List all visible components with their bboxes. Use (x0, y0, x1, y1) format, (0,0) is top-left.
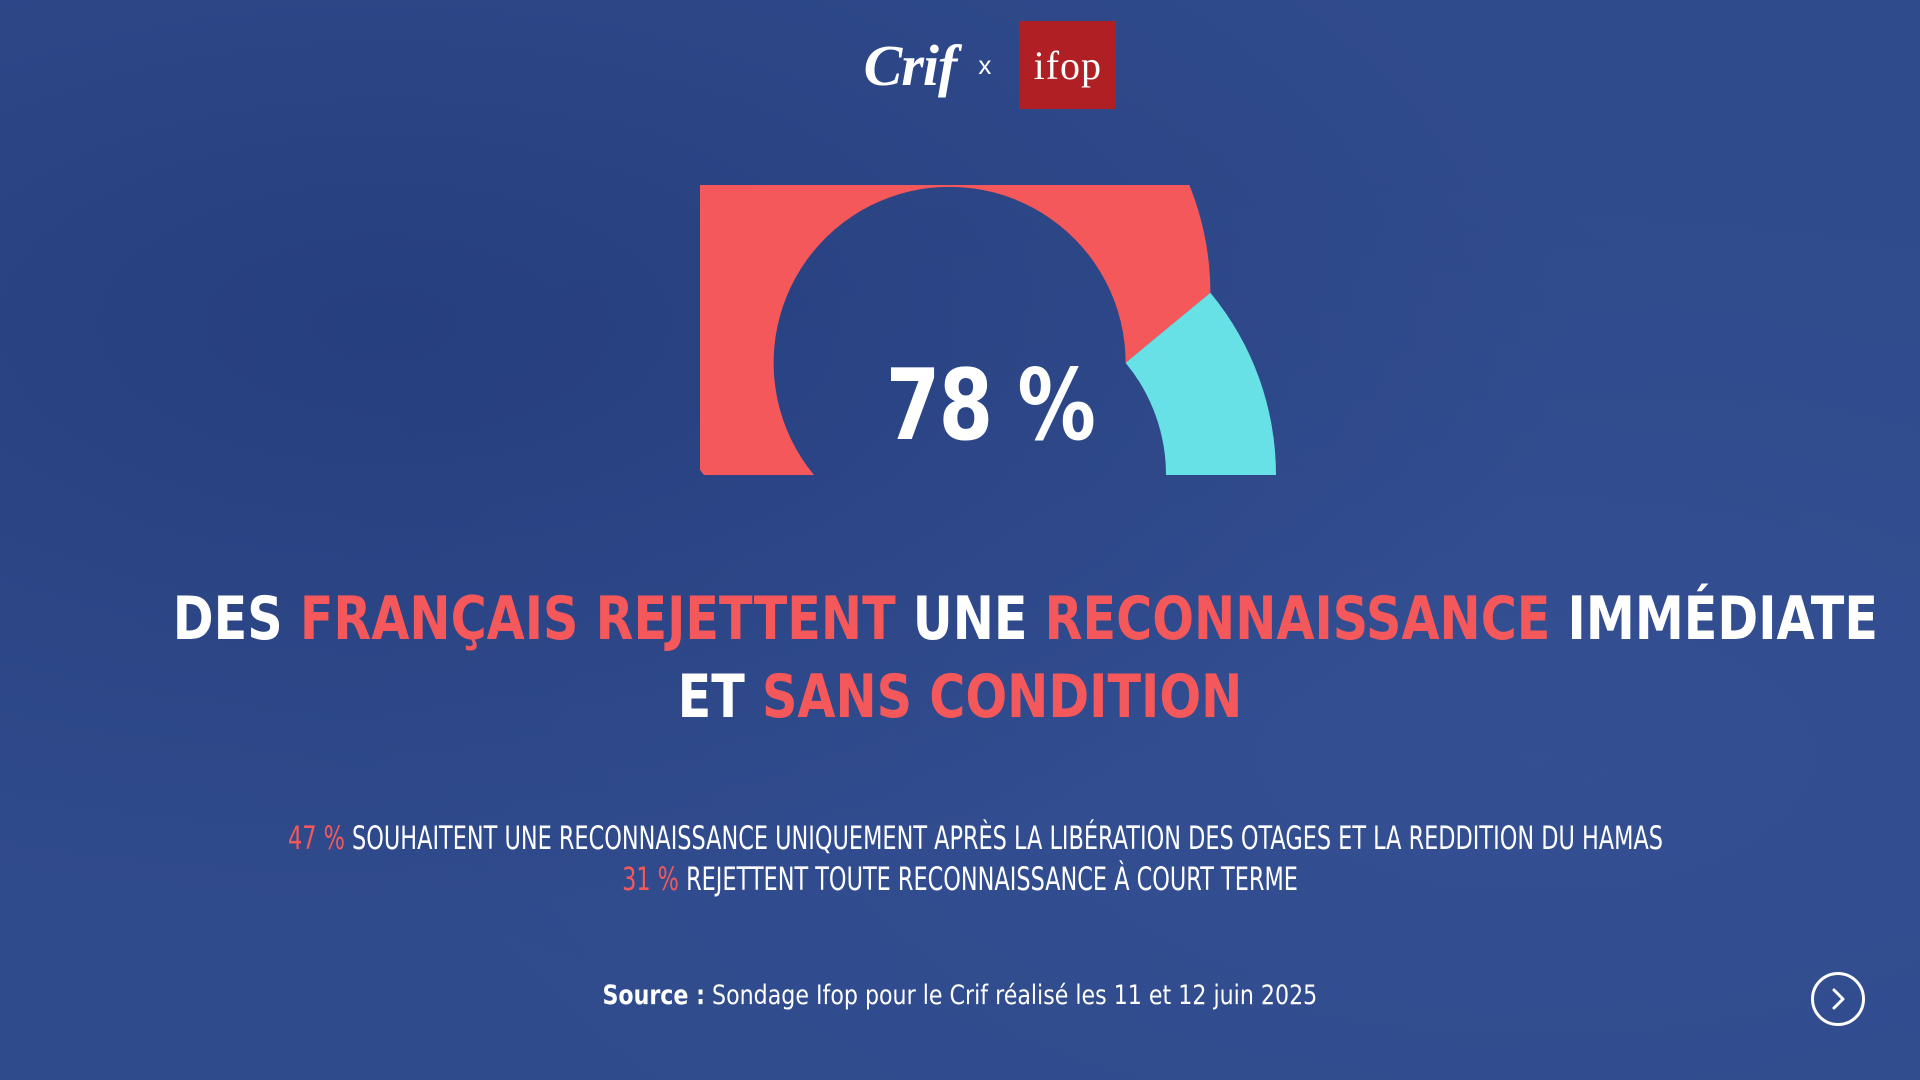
headline-line1-segment-4: immédiate (1550, 584, 1878, 654)
headline-line-1: Des Français rejettent une reconnaissanc… (172, 580, 1878, 658)
sub-statistics: 47 % souhaitent une reconnaissance uniqu… (0, 818, 1920, 900)
source-note: Source : Sondage Ifop pour le Crif réali… (0, 980, 1920, 1011)
gauge-segment-0 (700, 185, 1211, 475)
headline-line-2: et sans condition (173, 658, 1747, 736)
gauge-svg (700, 185, 1276, 475)
substat-2-value: 31 % (622, 860, 679, 898)
source-label: Source : (602, 980, 706, 1011)
substat-1-text: souhaitent une reconnaissance uniquement… (344, 819, 1663, 857)
headline-line1-segment-3: reconnaissance (1044, 584, 1551, 654)
gauge-chart: 78 % (700, 185, 1280, 480)
next-slide-button[interactable] (1811, 972, 1865, 1026)
gauge-segment-1 (1125, 292, 1276, 475)
ifop-logo-text: ifop (1033, 42, 1103, 88)
substat-row-2: 31 % rejettent toute reconnaissance à co… (288, 859, 1632, 900)
substat-1-value: 47 % (288, 819, 345, 857)
logo-separator: x (978, 49, 992, 80)
chevron-right-icon (1832, 988, 1845, 1010)
logo-row: Crif x ifop (0, 20, 1920, 110)
substat-row-1: 47 % souhaitent une reconnaissance uniqu… (288, 818, 1663, 859)
crif-logo: Crif (863, 32, 958, 98)
headline-line2-segment-0: et (677, 662, 762, 732)
source-text: Sondage Ifop pour le Crif réalisé les 11… (705, 980, 1318, 1011)
headline: Des Français rejettent une reconnaissanc… (0, 580, 1920, 736)
gauge-value-label: 78 % (885, 349, 1096, 463)
headline-line1-segment-1: Français rejettent (299, 584, 896, 654)
headline-line1-segment-0: Des (172, 584, 300, 654)
headline-line2-segment-1: sans condition (761, 662, 1243, 732)
substat-2-text: rejettent toute reconnaissance à court t… (678, 860, 1298, 898)
ifop-logo: ifop (1019, 21, 1117, 109)
headline-line1-segment-2: une (895, 584, 1045, 654)
